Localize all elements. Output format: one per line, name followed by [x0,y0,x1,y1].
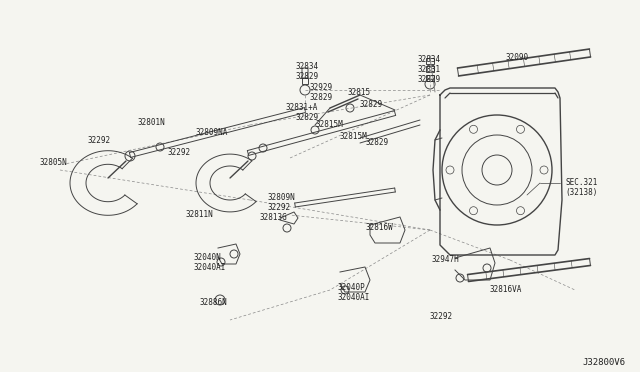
Text: 32929: 32929 [310,83,333,92]
Bar [302,78,308,84]
Bar [426,58,434,64]
Text: 32809NA: 32809NA [195,128,227,137]
Text: 32809N: 32809N [268,193,296,202]
Text: 32816VA: 32816VA [490,285,522,294]
Text: 32831+A: 32831+A [285,103,317,112]
Text: 32829: 32829 [360,100,383,109]
Text: 32040AI: 32040AI [338,293,371,302]
Text: 32090: 32090 [505,53,528,62]
Text: 32811N: 32811N [185,210,212,219]
Text: J32800V6: J32800V6 [582,358,625,367]
Text: 32292: 32292 [268,203,291,212]
Text: (32138): (32138) [565,188,597,197]
Text: 32829: 32829 [295,72,318,81]
Text: SEC.321: SEC.321 [565,178,597,187]
Text: 32292: 32292 [168,148,191,157]
Text: 32829: 32829 [418,75,441,84]
Text: 32801N: 32801N [138,118,166,127]
Text: 32040P: 32040P [338,283,365,292]
Text: 32816W: 32816W [365,223,393,232]
Text: 32829: 32829 [365,138,388,147]
Bar [426,75,434,81]
Text: 32947H: 32947H [432,255,460,264]
Text: 32834: 32834 [418,55,441,64]
Text: 32292: 32292 [88,136,111,145]
Text: 32292: 32292 [430,312,453,321]
Text: 32815M: 32815M [315,120,343,129]
Text: 32886N: 32886N [200,298,228,307]
Text: 32834: 32834 [295,62,318,71]
Text: 32831: 32831 [418,65,441,74]
Text: 32813G: 32813G [260,213,288,222]
Text: 32815: 32815 [348,88,371,97]
Bar [426,66,434,72]
Text: 32805N: 32805N [40,158,68,167]
Text: 32829: 32829 [295,113,318,122]
Text: 32040N: 32040N [193,253,221,262]
Text: 32815M: 32815M [340,132,368,141]
Text: 32829: 32829 [310,93,333,102]
Text: 32040AI: 32040AI [193,263,225,272]
